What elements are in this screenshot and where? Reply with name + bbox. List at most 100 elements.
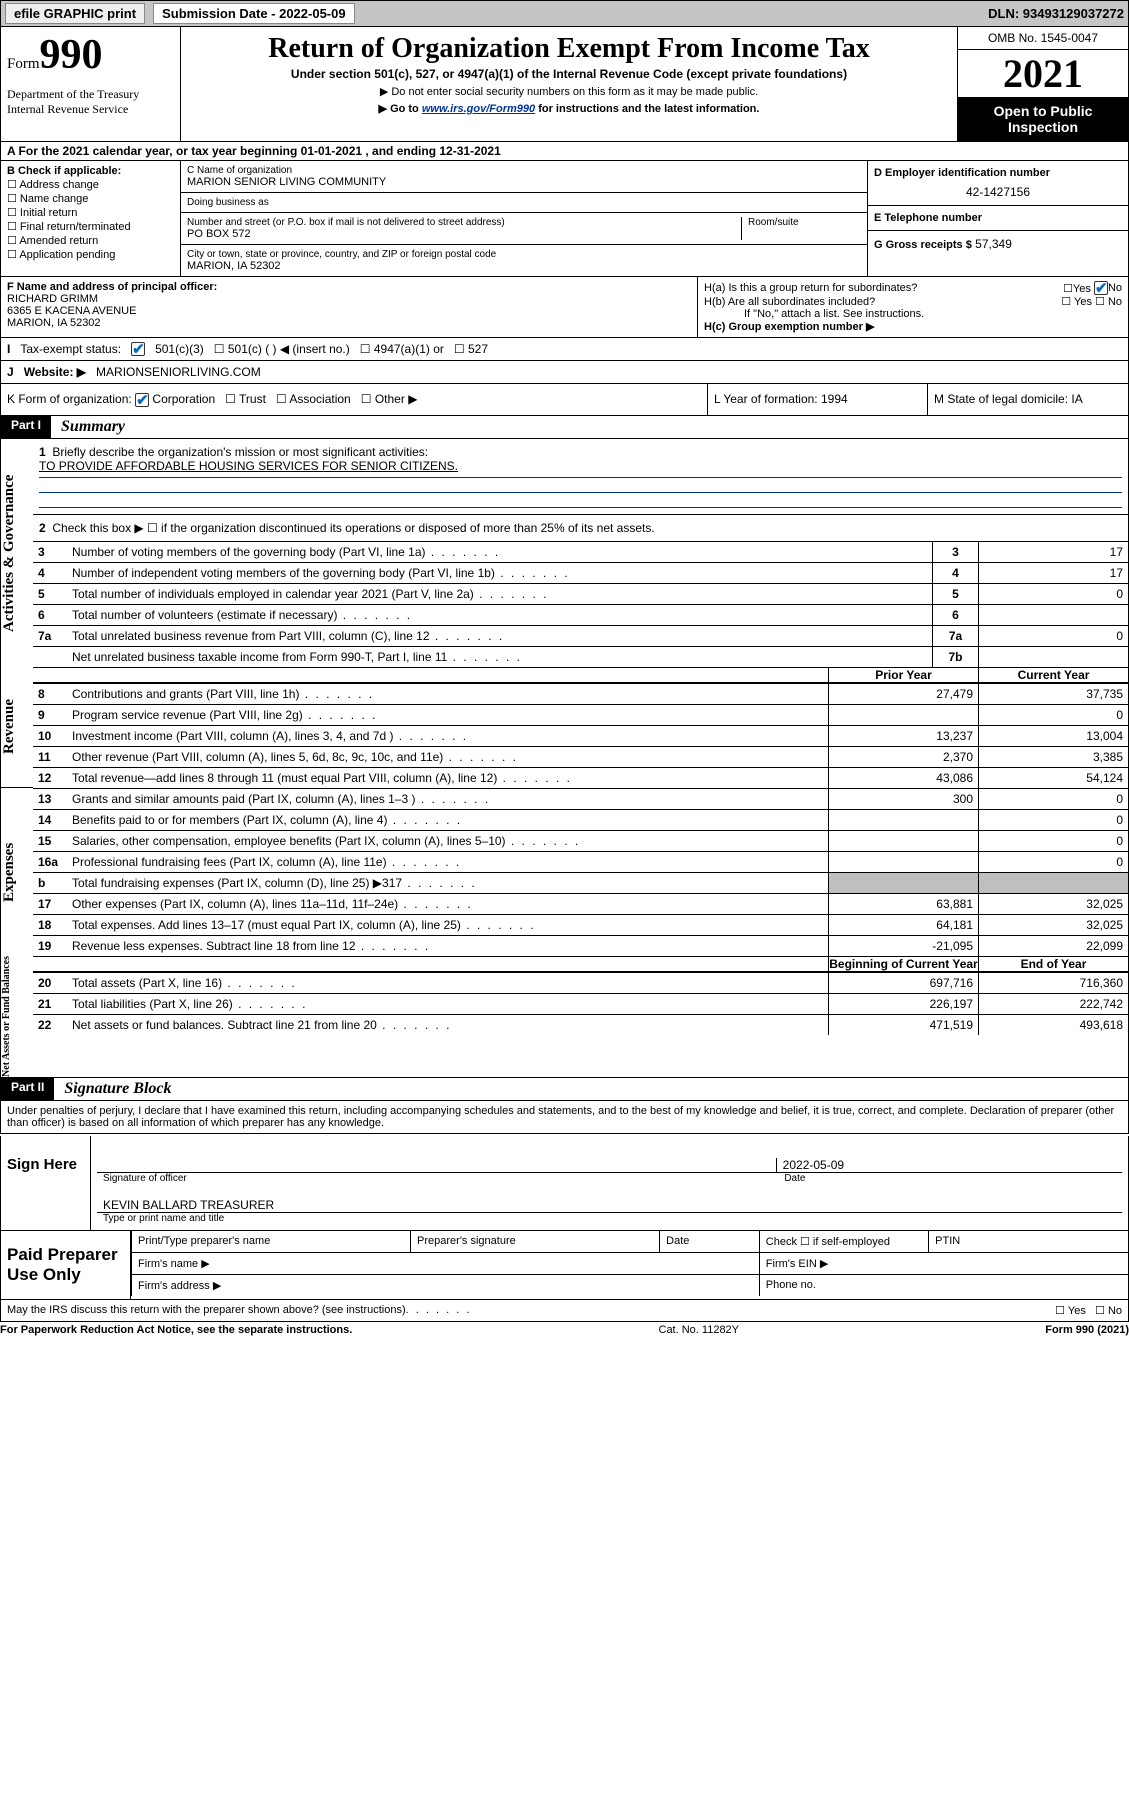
exp-18-num: 18 [33,914,67,935]
rev-12-num: 12 [33,767,67,788]
irs-link[interactable]: www.irs.gov/Form990 [422,103,535,115]
rev-10-num: 10 [33,725,67,746]
net-21-num: 21 [33,993,67,1014]
prior-year-hdr: Prior Year [828,667,978,683]
officer-name-title: KEVIN BALLARD TREASURER [97,1198,1122,1213]
rev-10-desc: Investment income (Part VIII, column (A)… [67,725,828,746]
exp-16a-current: 0 [978,851,1128,872]
part1: Part I Summary Activities & Governance 1… [0,416,1129,1078]
form-header: Form990 Department of the Treasury Inter… [0,27,1129,142]
m-cell: M State of legal domicile: IA [928,384,1128,415]
discuss-no[interactable]: ☐ No [1095,1305,1122,1317]
line-7b-desc: Net unrelated business taxable income fr… [67,646,932,667]
line-4-box: 4 [932,562,978,583]
line-3-box: 3 [932,541,978,562]
firm-addr-label: Firm's address ▶ [132,1274,760,1296]
discuss-yes[interactable]: ☐ Yes [1055,1305,1086,1317]
line-6-desc: Total number of volunteers (estimate if … [67,604,932,625]
rev-12-desc: Total revenue—add lines 8 through 11 (mu… [67,767,828,788]
net-22-num: 22 [33,1014,67,1035]
c-name-label: C Name of organization [187,165,861,176]
exp-15-prior [828,830,978,851]
exp-15-current: 0 [978,830,1128,851]
chk-trust[interactable]: ☐ Trust [225,392,266,406]
form-title: Return of Organization Exempt From Incom… [187,33,951,65]
exp-14-num: 14 [33,809,67,830]
chk-527[interactable]: ☐ 527 [454,342,488,356]
chk-other[interactable]: ☐ Other ▶ [361,392,418,406]
dba-label: Doing business as [187,197,861,208]
exp-18-current: 32,025 [978,914,1128,935]
rev-8-num: 8 [33,683,67,704]
line-7b-value [978,646,1128,667]
exp-15-num: 15 [33,830,67,851]
chk-application-pending[interactable]: ☐ Application pending [7,248,174,261]
q1-answer: TO PROVIDE AFFORDABLE HOUSING SERVICES F… [39,459,458,473]
self-employed-hdr: Check ☐ if self-employed [759,1231,928,1253]
rev-10-current: 13,004 [978,725,1128,746]
section-governance: Activities & Governance [1,439,33,667]
line-3-desc: Number of voting members of the governin… [67,541,932,562]
exp-17-num: 17 [33,893,67,914]
chk-501c3[interactable] [131,342,145,356]
chk-4947[interactable]: ☐ 4947(a)(1) or [360,342,444,356]
l-cell: L Year of formation: 1994 [708,384,928,415]
row-j: J Website: ▶ MARIONSENIORLIVING.COM [0,361,1129,384]
chk-initial-return[interactable]: ☐ Initial return [7,206,174,219]
gross-receipts: 57,349 [975,237,1012,251]
rev-12-prior: 43,086 [828,767,978,788]
rev-11-num: 11 [33,746,67,767]
q2-num: 2 [39,521,46,535]
line-7a-value: 0 [978,625,1128,646]
sign-date: 2022-05-09 [776,1158,1122,1172]
rev-9-prior [828,704,978,725]
dln: DLN: 93493129037272 [988,6,1124,21]
hc-label: H(c) Group exemption number ▶ [704,320,1122,333]
net-22-current: 493,618 [978,1014,1128,1035]
exp-14-current: 0 [978,809,1128,830]
date-label: Date [778,1173,1122,1184]
line-5-value: 0 [978,583,1128,604]
chk-amended[interactable]: ☐ Amended return [7,234,174,247]
line-4-num: 4 [33,562,67,583]
line-4-desc: Number of independent voting members of … [67,562,932,583]
preparer-sig-hdr: Preparer's signature [411,1231,660,1253]
exp-b-num: b [33,872,67,893]
paid-preparer: Paid Preparer Use Only Print/Type prepar… [1,1230,1128,1299]
line-7b-box: 7b [932,646,978,667]
rev-11-current: 3,385 [978,746,1128,767]
f-label: F Name and address of principal officer: [7,281,691,293]
chk-association[interactable]: ☐ Association [276,392,351,406]
ha-no-checkbox[interactable] [1094,281,1108,295]
chk-corporation[interactable] [135,393,149,407]
page-footer: For Paperwork Reduction Act Notice, see … [0,1322,1129,1338]
city-state-zip: MARION, IA 52302 [187,260,861,272]
exp-13-current: 0 [978,788,1128,809]
beginning-year-hdr: Beginning of Current Year [828,956,978,972]
preparer-name-hdr: Print/Type preparer's name [132,1231,411,1253]
net-22-prior: 471,519 [828,1014,978,1035]
line-4-value: 17 [978,562,1128,583]
hb-yes[interactable]: ☐ Yes [1061,295,1092,308]
section-revenue: Revenue [1,667,33,788]
department: Department of the Treasury Internal Reve… [7,87,174,117]
exp-19-desc: Revenue less expenses. Subtract line 18 … [67,935,828,956]
chk-final-return[interactable]: ☐ Final return/terminated [7,220,174,233]
form-label: Form [7,56,40,72]
chk-name-change[interactable]: ☐ Name change [7,192,174,205]
row-a-period: A For the 2021 calendar year, or tax yea… [0,142,1129,161]
row-i: I Tax-exempt status: 501(c)(3) ☐ 501(c) … [0,338,1129,361]
paperwork-notice: For Paperwork Reduction Act Notice, see … [0,1324,352,1336]
ha-yes[interactable]: ☐Yes [1063,282,1091,295]
name-title-label: Type or print name and title [97,1213,1122,1224]
year-formation: 1994 [821,392,848,406]
ha-label: H(a) Is this a group return for subordin… [704,282,1063,294]
line-7a-box: 7a [932,625,978,646]
efile-graphic-print[interactable]: efile GRAPHIC print [5,3,145,24]
chk-address-change[interactable]: ☐ Address change [7,178,174,191]
line-6-num: 6 [33,604,67,625]
exp-14-prior [828,809,978,830]
chk-501c[interactable]: ☐ 501(c) ( ) ◀ (insert no.) [214,342,350,356]
net-21-current: 222,742 [978,993,1128,1014]
rev-10-prior: 13,237 [828,725,978,746]
